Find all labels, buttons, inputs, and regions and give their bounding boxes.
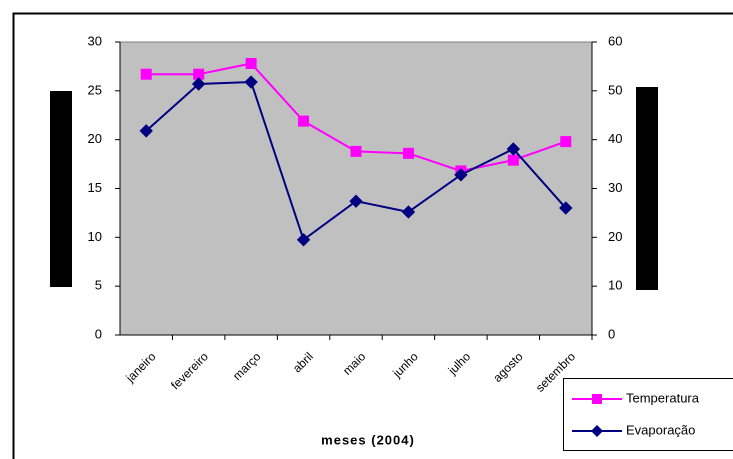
hidden-axis-title xyxy=(636,87,658,290)
marker xyxy=(506,142,521,156)
y2-tick-label: 10 xyxy=(608,278,622,293)
legend-box xyxy=(563,378,733,451)
marker xyxy=(349,194,363,208)
y-tick-label: 20 xyxy=(88,131,102,146)
y-tick-label: 25 xyxy=(88,82,102,97)
y-tick-label: 0 xyxy=(95,326,102,341)
y2-tick-label: 40 xyxy=(608,131,622,146)
marker xyxy=(139,124,153,138)
marker xyxy=(401,205,416,219)
y2-tick-label: 60 xyxy=(608,33,622,48)
marker xyxy=(559,201,573,215)
marker xyxy=(191,77,206,91)
y-tick-label: 30 xyxy=(88,33,102,48)
y2-tick-label: 0 xyxy=(608,326,615,341)
y-tick-label: 10 xyxy=(88,229,102,244)
hidden-axis-title xyxy=(50,91,72,287)
legend-symbol xyxy=(591,425,603,437)
marker xyxy=(350,145,362,157)
y2-tick-label: 50 xyxy=(608,82,622,97)
legend-marker xyxy=(592,394,602,404)
marker xyxy=(140,68,152,80)
y-tick-label: 5 xyxy=(95,278,102,293)
marker xyxy=(454,168,468,182)
y2-tick-label: 20 xyxy=(608,229,622,244)
legend-label: Evaporação xyxy=(626,422,695,437)
legend-symbol xyxy=(592,394,602,404)
marker xyxy=(402,147,414,159)
legend-marker xyxy=(591,425,603,437)
legend-label: Temperatura xyxy=(626,390,700,405)
marker xyxy=(507,154,519,166)
marker xyxy=(244,75,258,89)
plot-area xyxy=(119,41,593,336)
y-tick-label: 15 xyxy=(88,180,102,195)
marker xyxy=(560,136,572,148)
marker xyxy=(298,115,310,127)
x-axis-title: meses (2004) xyxy=(321,432,415,447)
marker xyxy=(245,57,257,69)
marker xyxy=(296,233,311,247)
y2-tick-label: 30 xyxy=(608,180,622,195)
